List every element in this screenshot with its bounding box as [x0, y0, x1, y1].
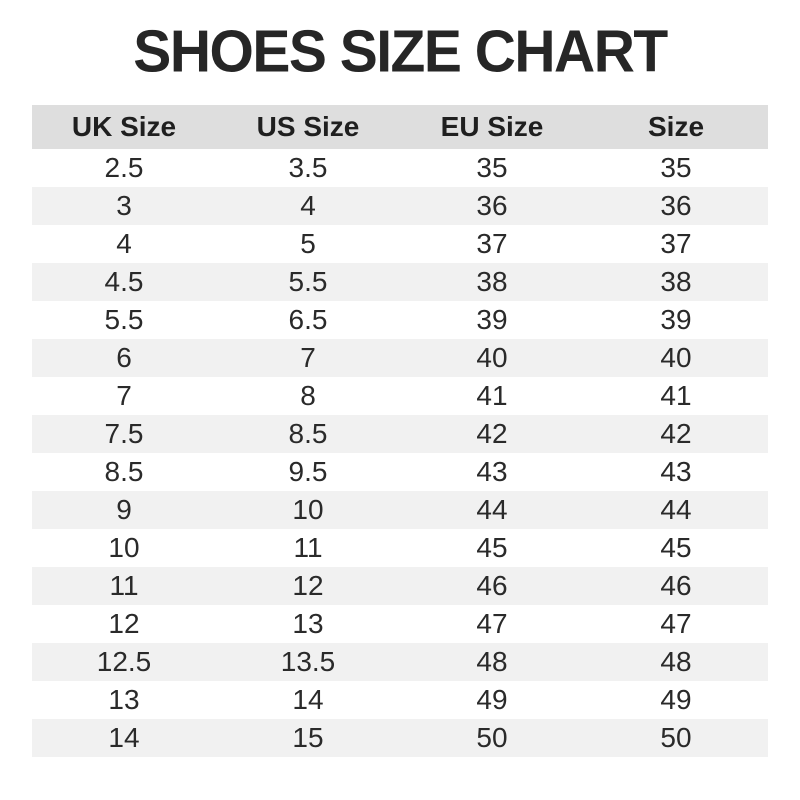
column-header-us-size: US Size	[216, 104, 400, 149]
table-row: 7 8 41 41	[32, 376, 768, 415]
table-cell: 45	[584, 528, 768, 567]
table-cell: 38	[400, 262, 584, 301]
table-row: 3 4 36 36	[32, 186, 768, 225]
table-cell: 37	[400, 224, 584, 263]
table-cell: 7.5	[32, 414, 216, 453]
table-cell: 9.5	[216, 452, 400, 491]
table-cell: 8.5	[216, 414, 400, 453]
table-cell: 44	[400, 490, 584, 529]
size-table-container: UK Size US Size EU Size Size 2.5 3.5 35 35 3…	[32, 104, 768, 757]
table-cell: 7	[216, 338, 400, 377]
table-cell: 3	[32, 186, 216, 225]
table-cell: 44	[584, 490, 768, 529]
table-cell: 45	[400, 528, 584, 567]
table-row: 14 15 50 50	[32, 718, 768, 757]
table-cell: 8	[216, 376, 400, 415]
table-cell: 4	[216, 186, 400, 225]
table-cell: 35	[584, 148, 768, 187]
table-cell: 37	[584, 224, 768, 263]
table-cell: 35	[400, 148, 584, 187]
table-cell: 49	[400, 680, 584, 719]
table-cell: 36	[584, 186, 768, 225]
table-cell: 43	[400, 452, 584, 491]
table-cell: 4	[32, 224, 216, 263]
table-row: 7.5 8.5 42 42	[32, 414, 768, 453]
table-cell: 5.5	[216, 262, 400, 301]
column-header-eu-size: EU Size	[400, 104, 584, 149]
table-cell: 13	[216, 604, 400, 643]
table-row: 6 7 40 40	[32, 338, 768, 377]
table-cell: 48	[400, 642, 584, 681]
table-cell: 2.5	[32, 148, 216, 187]
table-row: 12 13 47 47	[32, 604, 768, 643]
table-row: 4.5 5.5 38 38	[32, 262, 768, 301]
table-cell: 42	[584, 414, 768, 453]
table-cell: 14	[32, 718, 216, 757]
table-cell: 6	[32, 338, 216, 377]
table-cell: 50	[584, 718, 768, 757]
table-cell: 39	[400, 300, 584, 339]
table-cell: 36	[400, 186, 584, 225]
header-row: UK Size US Size EU Size Size	[32, 104, 768, 149]
table-cell: 50	[400, 718, 584, 757]
table-row: 2.5 3.5 35 35	[32, 148, 768, 187]
table-cell: 13	[32, 680, 216, 719]
table-cell: 12	[216, 566, 400, 605]
table-cell: 11	[216, 528, 400, 567]
table-row: 4 5 37 37	[32, 224, 768, 263]
table-cell: 6.5	[216, 300, 400, 339]
table-cell: 9	[32, 490, 216, 529]
table-cell: 5.5	[32, 300, 216, 339]
table-cell: 47	[400, 604, 584, 643]
table-cell: 10	[32, 528, 216, 567]
column-header-uk-size: UK Size	[32, 104, 216, 149]
table-cell: 46	[400, 566, 584, 605]
table-cell: 15	[216, 718, 400, 757]
table-cell: 7	[32, 376, 216, 415]
page-title: SHOES SIZE CHART	[133, 18, 668, 86]
table-cell: 43	[584, 452, 768, 491]
table-cell: 12.5	[32, 642, 216, 681]
table-row: 10 11 45 45	[32, 528, 768, 567]
table-row: 8.5 9.5 43 43	[32, 452, 768, 491]
table-cell: 48	[584, 642, 768, 681]
size-table: UK Size US Size EU Size Size 2.5 3.5 35 35 3…	[32, 104, 768, 757]
table-body: 2.5 3.5 35 35 3 4 36 36 4 5 37 37 4.5 5.5 38 38 5.5 6.5 39…	[32, 148, 768, 757]
table-cell: 42	[400, 414, 584, 453]
table-cell: 49	[584, 680, 768, 719]
column-header-size: Size	[584, 104, 768, 149]
table-cell: 14	[216, 680, 400, 719]
table-cell: 3.5	[216, 148, 400, 187]
table-cell: 41	[584, 376, 768, 415]
table-cell: 13.5	[216, 642, 400, 681]
table-cell: 12	[32, 604, 216, 643]
table-row: 5.5 6.5 39 39	[32, 300, 768, 339]
table-cell: 11	[32, 566, 216, 605]
table-cell: 39	[584, 300, 768, 339]
table-cell: 5	[216, 224, 400, 263]
table-cell: 41	[400, 376, 584, 415]
table-cell: 4.5	[32, 262, 216, 301]
table-cell: 38	[584, 262, 768, 301]
table-row: 11 12 46 46	[32, 566, 768, 605]
table-cell: 46	[584, 566, 768, 605]
table-row: 12.5 13.5 48 48	[32, 642, 768, 681]
table-cell: 40	[584, 338, 768, 377]
size-table-header: UK Size US Size EU Size Size	[32, 104, 768, 149]
table-cell: 47	[584, 604, 768, 643]
table-cell: 40	[400, 338, 584, 377]
table-cell: 8.5	[32, 452, 216, 491]
table-row: 9 10 44 44	[32, 490, 768, 529]
table-cell: 10	[216, 490, 400, 529]
table-row: 13 14 49 49	[32, 680, 768, 719]
